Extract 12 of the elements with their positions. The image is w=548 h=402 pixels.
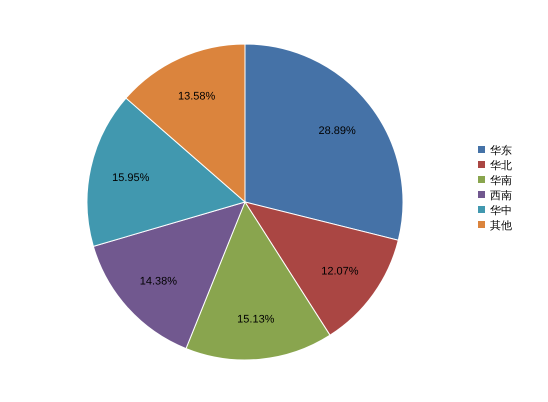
legend-label: 西南 <box>490 189 512 202</box>
data-label: 14.38% <box>140 276 178 288</box>
data-label: 15.13% <box>237 313 275 326</box>
data-label: 12.07% <box>321 265 359 278</box>
legend-label: 华南 <box>490 174 512 187</box>
legend-label: 华东 <box>490 144 512 157</box>
data-label: 13.58% <box>178 90 216 103</box>
data-label: 28.89% <box>318 125 356 138</box>
legend-label: 华中 <box>490 204 512 217</box>
data-label: 15.95% <box>112 172 150 184</box>
legend-label: 华北 <box>490 159 512 172</box>
legend-label: 其他 <box>490 219 512 232</box>
